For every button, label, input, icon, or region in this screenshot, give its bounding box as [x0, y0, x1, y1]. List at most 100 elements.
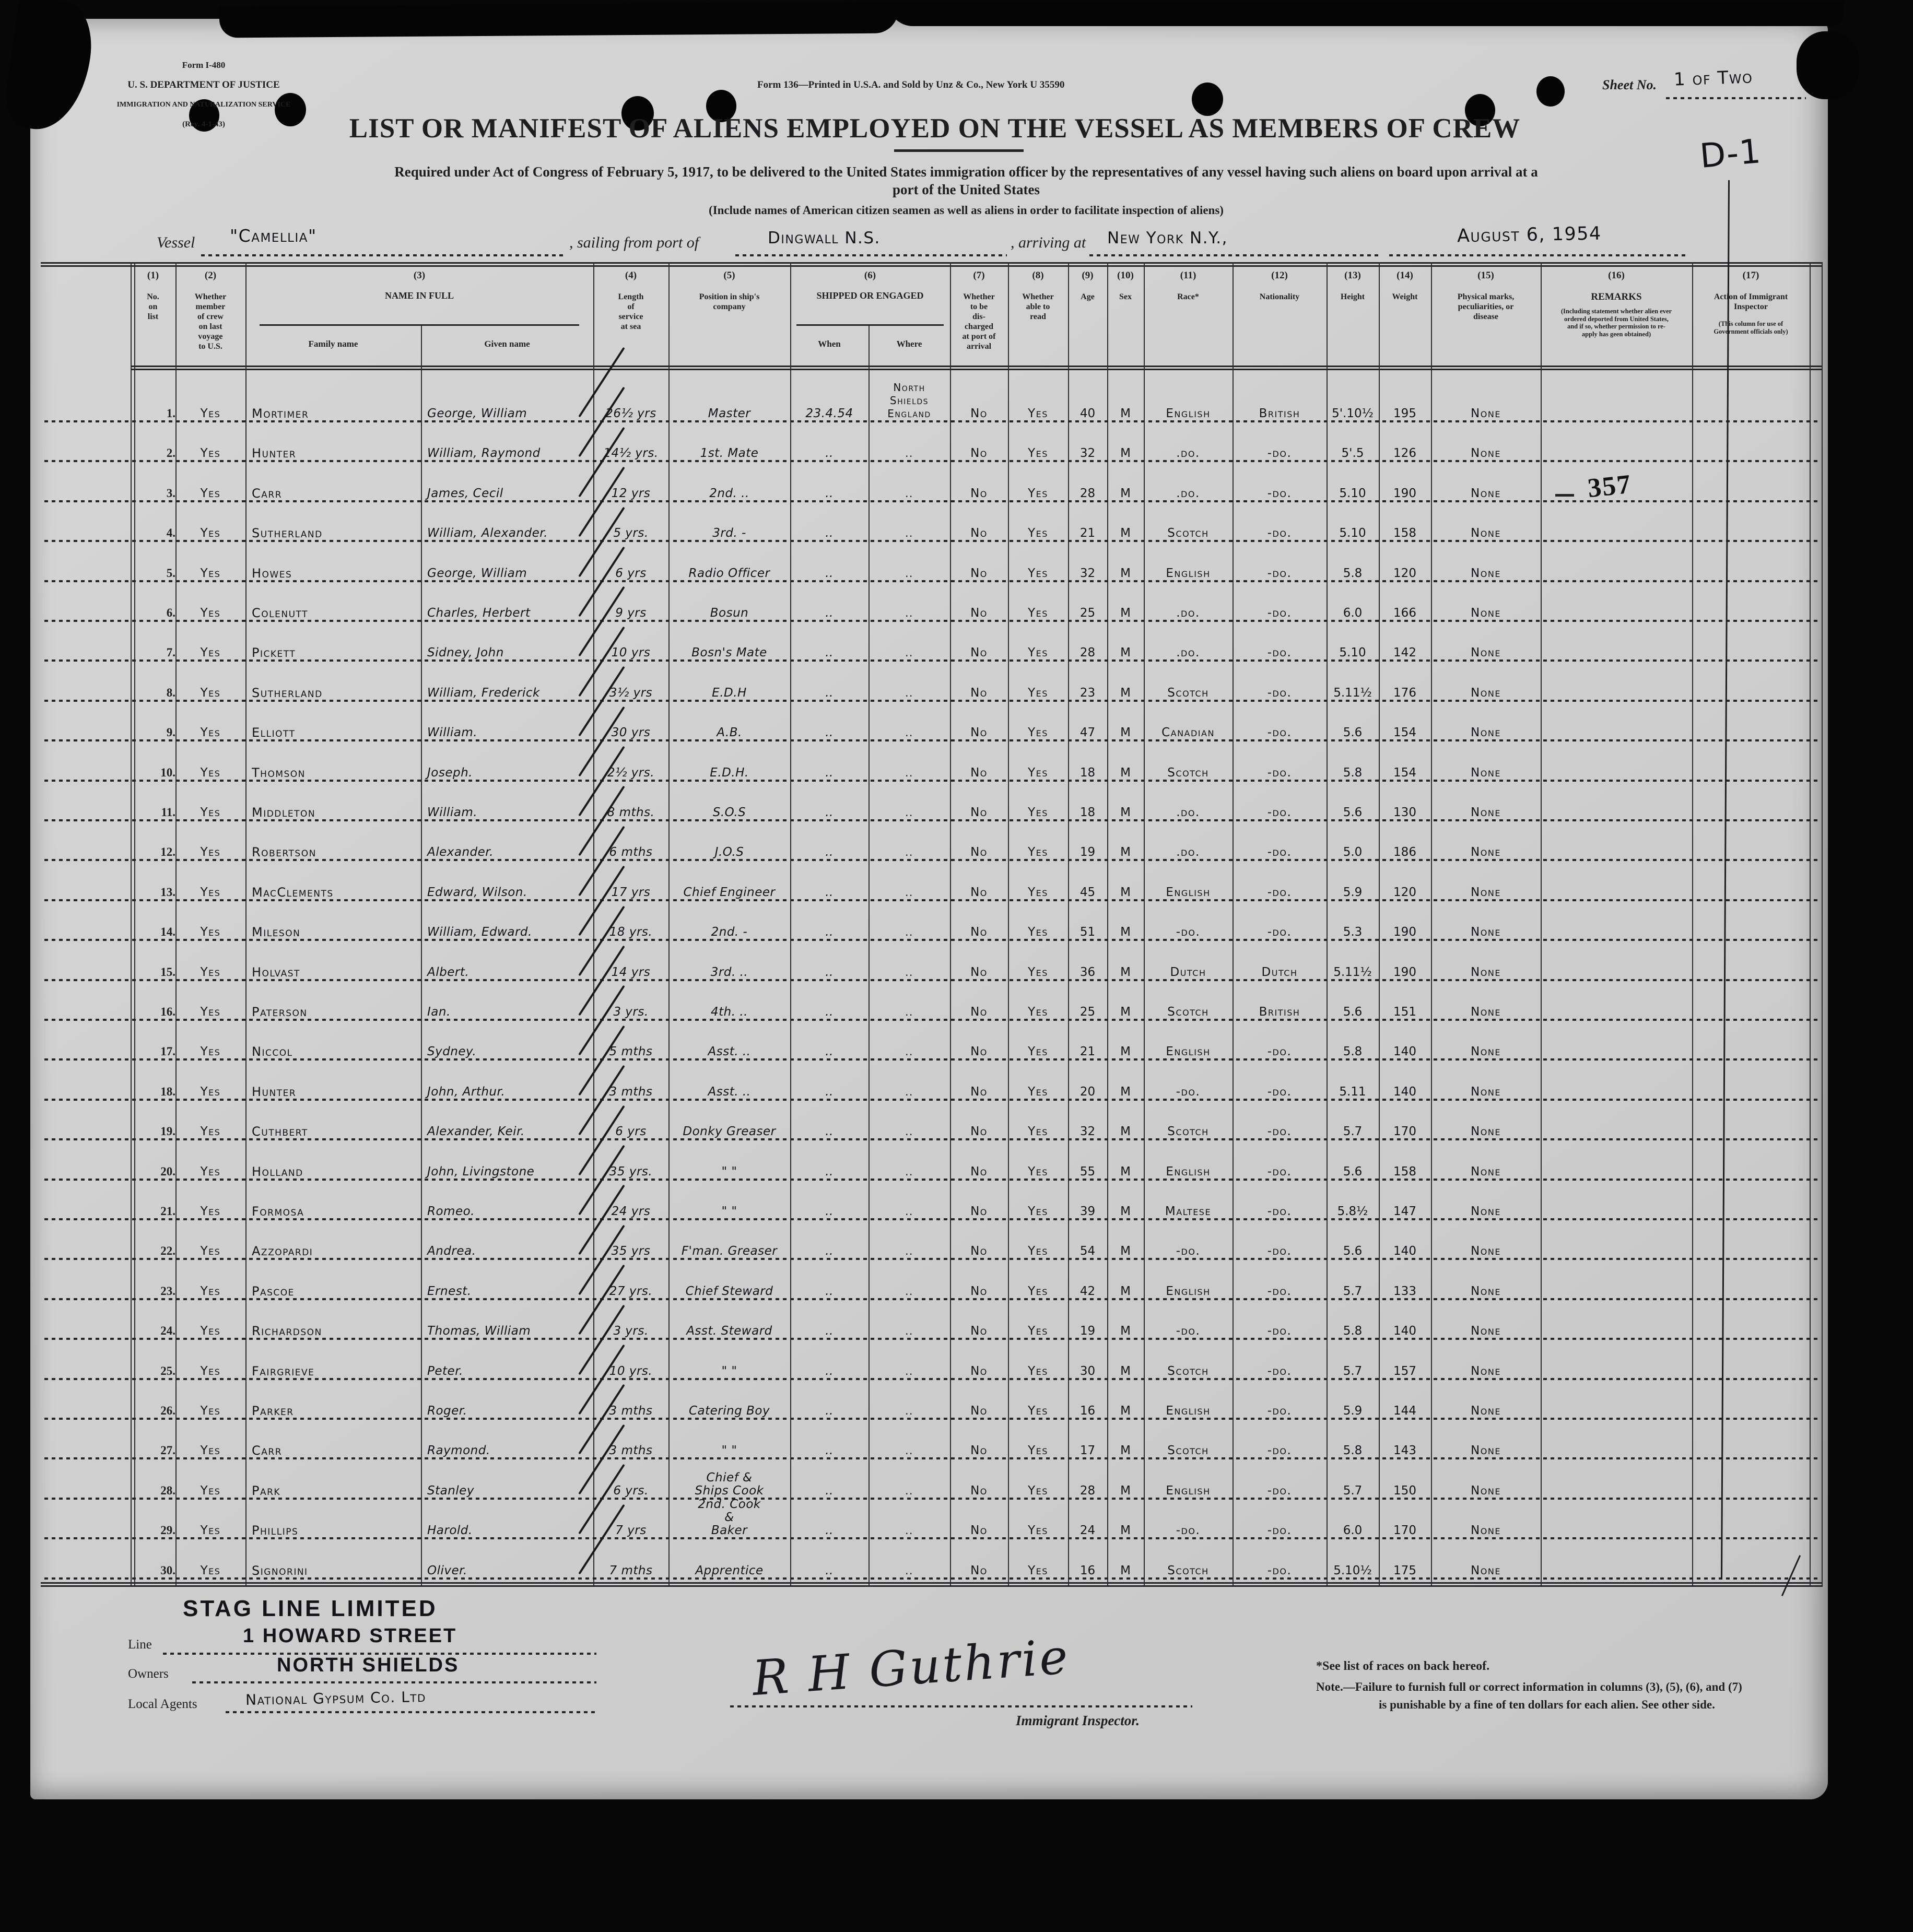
cell-where: ..: [905, 1405, 913, 1417]
paper-sheet: [30, 19, 1828, 1799]
cell-age: 32: [1079, 1125, 1096, 1139]
header-col-age: (9) Age: [1068, 264, 1107, 369]
cell-when: ..: [825, 566, 834, 580]
cell-member: Yes: [200, 1483, 221, 1498]
cell-read: Yes: [1028, 1524, 1048, 1538]
column-rule: [1327, 262, 1328, 1585]
cell-nat: -do.: [1267, 1205, 1292, 1218]
header-col-number: (7): [973, 270, 985, 281]
cell-given: Thomas, William: [427, 1324, 531, 1338]
cell-given: Joseph.: [427, 765, 473, 780]
cell-family: Robertson: [252, 845, 316, 860]
cell-given: Sidney, John: [427, 646, 504, 660]
cell-age: 40: [1079, 407, 1096, 420]
table-bottom-rule: [41, 1582, 1823, 1584]
header-col-number: (2): [204, 270, 217, 281]
cell-sex: M: [1120, 765, 1131, 780]
cell-height: 5.7: [1343, 1483, 1363, 1498]
cell-member: Yes: [200, 1364, 221, 1378]
cell-read: Yes: [1028, 1404, 1048, 1418]
owners-label: Owners: [128, 1667, 169, 1681]
cell-family: Middleton: [252, 805, 316, 820]
owners-value-stamp: NORTH SHIELDS: [277, 1654, 460, 1676]
cell-nat: -do.: [1267, 885, 1292, 899]
column-rule: [131, 262, 132, 1585]
subcolumn-rule: [421, 324, 422, 1585]
cell-service: 3 yrs.: [613, 1005, 649, 1019]
header-col-service: (4) Length of service at sea: [593, 264, 668, 369]
cell-weight: 126: [1393, 446, 1416, 461]
cell-family: Niccol: [252, 1044, 293, 1059]
cell-when: ..: [825, 965, 834, 979]
cell-read: Yes: [1028, 686, 1048, 700]
row-number: 13.: [160, 885, 175, 899]
cell-given: William.: [427, 726, 478, 740]
cell-sex: M: [1120, 806, 1131, 819]
cell-age: 25: [1079, 1005, 1096, 1019]
cell-disch: No: [970, 407, 988, 420]
cell-where: ..: [905, 806, 913, 819]
cell-sex: M: [1120, 566, 1131, 580]
cell-service: 3 mths: [609, 1444, 653, 1458]
cell-when: ..: [825, 1444, 834, 1458]
cell-position: " ": [721, 1444, 737, 1458]
cell-position: Asst. ..: [708, 1045, 751, 1059]
cell-disch: No: [970, 1244, 988, 1258]
cell-race: .do.: [1176, 486, 1200, 500]
cell-nat: -do.: [1267, 1483, 1292, 1498]
date-dots: [1389, 254, 1687, 256]
cell-member: Yes: [200, 1404, 221, 1418]
line-dots: [163, 1653, 596, 1655]
cell-age: 23: [1079, 686, 1096, 700]
cell-disch: No: [970, 1563, 988, 1577]
header-col-shipped: (6) SHIPPED OR ENGAGED When Where: [790, 264, 950, 369]
cell-weight: 158: [1393, 526, 1416, 540]
cell-race: Canadian: [1161, 726, 1215, 740]
cell-weight: 140: [1393, 1324, 1416, 1338]
cell-service: 3 yrs.: [613, 1324, 649, 1338]
cell-disch: No: [970, 806, 988, 819]
cell-position: Radio Officer: [688, 566, 770, 580]
cell-sex: M: [1120, 1404, 1131, 1418]
cell-service: 10 yrs: [611, 646, 651, 660]
cell-height: 5.8: [1343, 1444, 1363, 1458]
cell-race: Scotch: [1167, 686, 1209, 700]
cell-sex: M: [1120, 925, 1131, 939]
cell-read: Yes: [1028, 965, 1048, 979]
header-label: Whether to be dis- charged at port of ar…: [962, 292, 996, 351]
cell-where: ..: [905, 1045, 913, 1058]
column-rule: [245, 262, 247, 1585]
cell-member: Yes: [200, 1244, 221, 1258]
cell-sex: M: [1120, 1164, 1131, 1179]
cell-position: E.D.H: [712, 686, 747, 700]
cell-nat: -do.: [1267, 1244, 1292, 1258]
row-separator: [44, 779, 1820, 782]
cell-family: Hunter: [252, 1084, 297, 1099]
cell-service: 14½ yrs.: [603, 446, 659, 461]
cell-disch: No: [970, 1483, 988, 1498]
cell-weight: 170: [1393, 1524, 1416, 1538]
cell-position: " ": [721, 1205, 737, 1218]
column-rule: [1541, 262, 1542, 1585]
subtitle-act: Required under Act of Congress of Februa…: [394, 164, 1538, 197]
cell-marks: None: [1471, 885, 1501, 899]
sheet-no-label: Sheet No.: [1602, 77, 1657, 92]
cell-family: Paterson: [252, 1005, 308, 1019]
cell-when: ..: [825, 446, 834, 461]
cell-position: E.D.H.: [710, 765, 749, 780]
cell-where: ..: [905, 726, 913, 739]
cell-sex: M: [1120, 446, 1131, 461]
cell-disch: No: [970, 446, 988, 461]
cell-height: 5.8: [1343, 566, 1363, 580]
cell-read: Yes: [1028, 606, 1048, 620]
cell-race: -do.: [1176, 1324, 1201, 1338]
cell-height: 5.9: [1343, 1404, 1363, 1418]
cell-age: 28: [1079, 1483, 1096, 1498]
cell-read: Yes: [1028, 845, 1048, 859]
cell-where: ..: [905, 1564, 913, 1577]
header-col-number: (9): [1082, 270, 1094, 281]
cell-service: 7 mths: [609, 1563, 653, 1577]
cell-marks: None: [1471, 1284, 1501, 1298]
cell-marks: None: [1471, 1524, 1501, 1538]
cell-weight: 176: [1393, 686, 1416, 700]
